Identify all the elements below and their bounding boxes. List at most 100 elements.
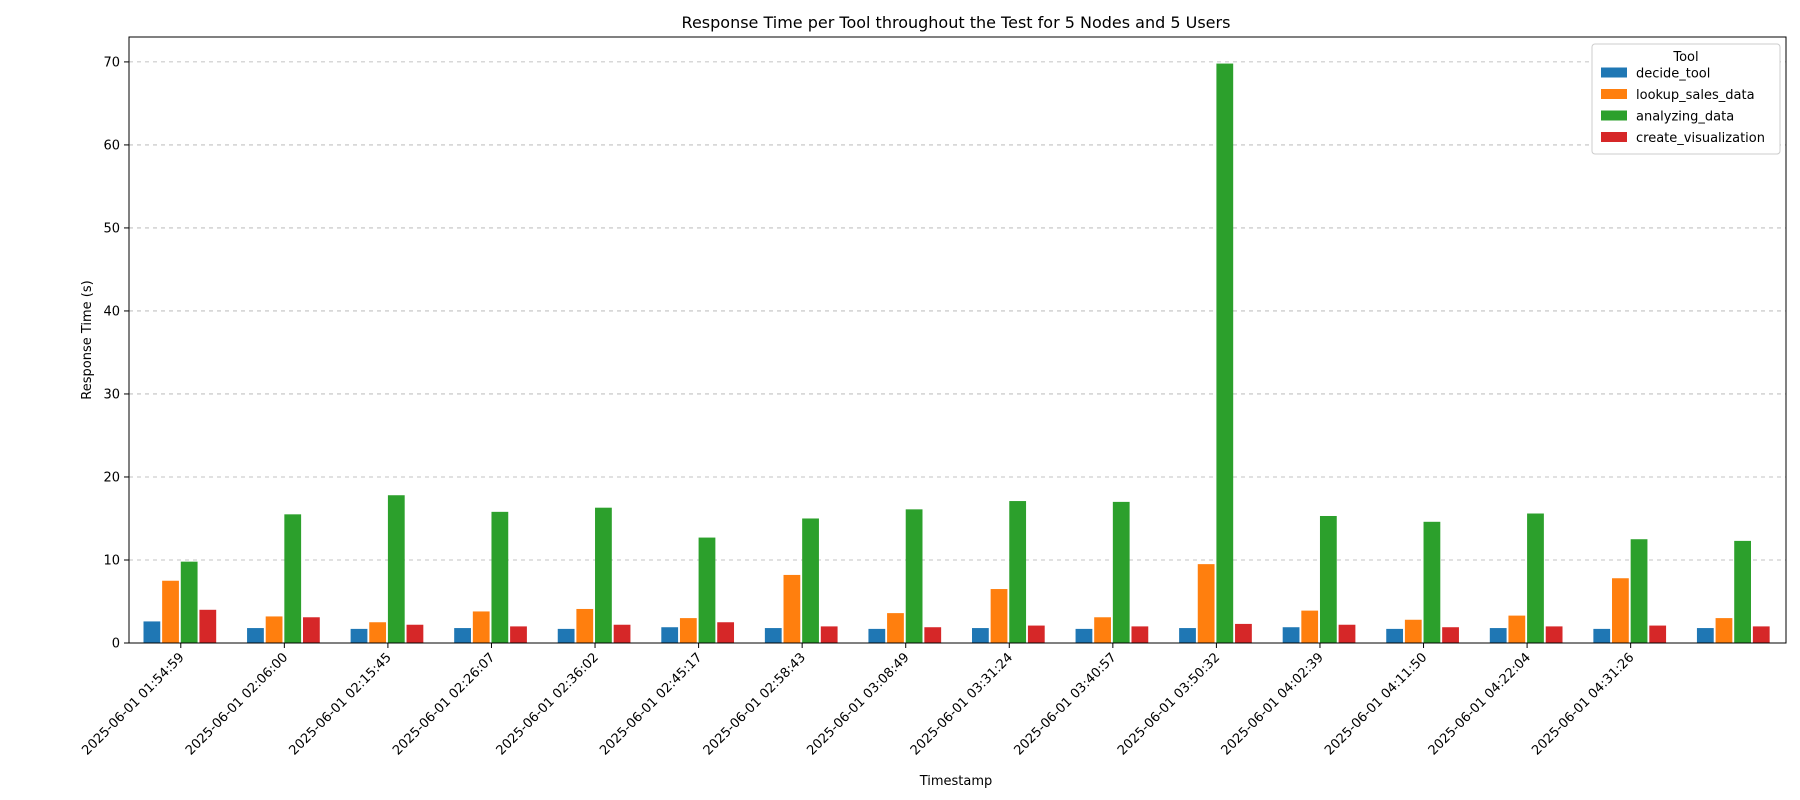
x-tick-label: 2025-06-01 01:54:59	[79, 650, 187, 758]
bar-create_visualization	[1442, 627, 1459, 643]
bar-analyzing_data	[1734, 540, 1751, 643]
bar-create_visualization	[1649, 625, 1667, 643]
x-tick-label: 2025-06-01 03:08:49	[804, 650, 912, 758]
bar-decide_tool	[1696, 628, 1714, 643]
legend-label-decide_tool: decide_tool	[1636, 67, 1710, 82]
bar-analyzing_data	[595, 507, 612, 643]
legend-swatch-analyzing_data	[1601, 110, 1627, 121]
bar-lookup_sales_data	[1404, 619, 1422, 643]
legend-swatch-create_visualization	[1601, 132, 1627, 142]
bar-lookup_sales_data	[1197, 564, 1215, 643]
bar-lookup_sales_data	[265, 616, 283, 643]
bar-analyzing_data	[180, 561, 198, 643]
legend-swatch-decide_tool	[1601, 67, 1627, 78]
x-tick-label: 2025-06-01 04:11:50	[1322, 650, 1430, 758]
x-tick-label: 2025-06-01 03:50:32	[1115, 650, 1223, 758]
bar-decide_tool	[557, 628, 575, 643]
bar-decide_tool	[1282, 627, 1300, 643]
bar-decide_tool	[972, 628, 989, 643]
x-tick-label: 2025-06-01 02:15:45	[286, 650, 394, 758]
legend-label-analyzing_data: analyzing_data	[1636, 110, 1734, 125]
bar-create_visualization	[1752, 626, 1770, 643]
bar-lookup_sales_data	[472, 611, 490, 643]
bar-lookup_sales_data	[990, 589, 1008, 643]
x-tick-label: 2025-06-01 04:31:26	[1529, 650, 1637, 758]
bar-create_visualization	[613, 624, 631, 643]
bar-create_visualization	[1131, 626, 1149, 643]
bar-lookup_sales_data	[162, 580, 179, 643]
bar-create_visualization	[1027, 625, 1045, 643]
bar-create_visualization	[717, 622, 735, 643]
bar-create_visualization	[302, 617, 320, 643]
plot-frame	[128, 36, 1787, 644]
y-axis-label: Response Time (s)	[80, 280, 95, 399]
bar-create_visualization	[1338, 624, 1356, 643]
legend-label-lookup_sales_data: lookup_sales_data	[1636, 88, 1755, 103]
bar-lookup_sales_data	[1612, 578, 1629, 643]
bars	[143, 63, 1770, 644]
bar-analyzing_data	[1319, 515, 1337, 643]
x-tick-label: 2025-06-01 02:36:02	[494, 650, 602, 758]
bar-create_visualization	[924, 627, 942, 643]
bar-lookup_sales_data	[1715, 618, 1733, 643]
bar-create_visualization	[406, 624, 424, 643]
x-tick-label: 2025-06-01 03:40:57	[1011, 650, 1119, 758]
y-tick-label: 0	[112, 637, 120, 652]
y-tick-label: 40	[103, 304, 120, 319]
bar-lookup_sales_data	[783, 574, 801, 643]
x-tick-label: 2025-06-01 02:26:07	[390, 650, 498, 758]
x-tick-label: 2025-06-01 04:02:39	[1219, 650, 1327, 758]
chart-title: Response Time per Tool throughout the Te…	[682, 13, 1231, 32]
bar-analyzing_data	[698, 537, 716, 643]
bar-decide_tool	[1075, 628, 1093, 643]
bar-decide_tool	[1179, 628, 1196, 643]
bar-analyzing_data	[802, 518, 819, 643]
y-tick-label: 70	[103, 55, 120, 70]
bar-analyzing_data	[491, 511, 509, 643]
x-tick-label: 2025-06-01 02:45:17	[597, 650, 705, 758]
legend-label-create_visualization: create_visualization	[1636, 131, 1765, 146]
bar-lookup_sales_data	[887, 613, 904, 643]
bar-create_visualization	[1235, 623, 1252, 643]
bar-lookup_sales_data	[369, 622, 387, 643]
legend-title: Tool	[1672, 50, 1698, 65]
legend: Tool decide_tool lookup_sales_dataanalyzi…	[1591, 43, 1781, 155]
bar-analyzing_data	[284, 514, 302, 643]
bar-lookup_sales_data	[679, 618, 697, 643]
bar-decide_tool	[1489, 628, 1507, 643]
bar-analyzing_data	[1009, 501, 1027, 643]
bar-analyzing_data	[1112, 501, 1130, 643]
bar-analyzing_data	[1527, 513, 1544, 643]
x-axis-label: Timestamp	[919, 774, 993, 789]
bar-analyzing_data	[387, 495, 405, 643]
bar-create_visualization	[510, 626, 527, 643]
bar-decide_tool	[143, 621, 161, 643]
bar-decide_tool	[247, 628, 264, 643]
y-tick-label: 60	[103, 138, 120, 153]
bar-decide_tool	[868, 628, 886, 643]
bar-decide_tool	[661, 627, 679, 643]
bar-lookup_sales_data	[1301, 610, 1319, 643]
bar-lookup_sales_data	[1508, 615, 1526, 643]
y-tick-label: 10	[103, 553, 120, 568]
bar-analyzing_data	[1630, 539, 1648, 643]
y-tick-label: 30	[103, 387, 120, 402]
bar-lookup_sales_data	[1094, 617, 1111, 643]
bar-decide_tool	[764, 628, 782, 643]
bar-decide_tool	[1386, 628, 1404, 643]
bar-lookup_sales_data	[576, 608, 594, 643]
y-tick-label: 50	[103, 221, 120, 236]
x-tick-label: 2025-06-01 02:06:00	[183, 650, 291, 758]
bar-create_visualization	[820, 626, 838, 643]
x-tick-label: 2025-06-01 02:58:43	[701, 650, 809, 758]
bar-decide_tool	[350, 628, 368, 643]
bar-create_visualization	[199, 609, 217, 643]
y-tick-label: 20	[103, 470, 120, 485]
bar-analyzing_data	[1216, 63, 1234, 644]
x-tick-label: 2025-06-01 03:31:24	[908, 650, 1016, 758]
x-tick-label: 2025-06-01 04:22:04	[1426, 650, 1534, 758]
bar-decide_tool	[1593, 628, 1611, 643]
legend-swatch-lookup_sales_data	[1601, 89, 1627, 99]
